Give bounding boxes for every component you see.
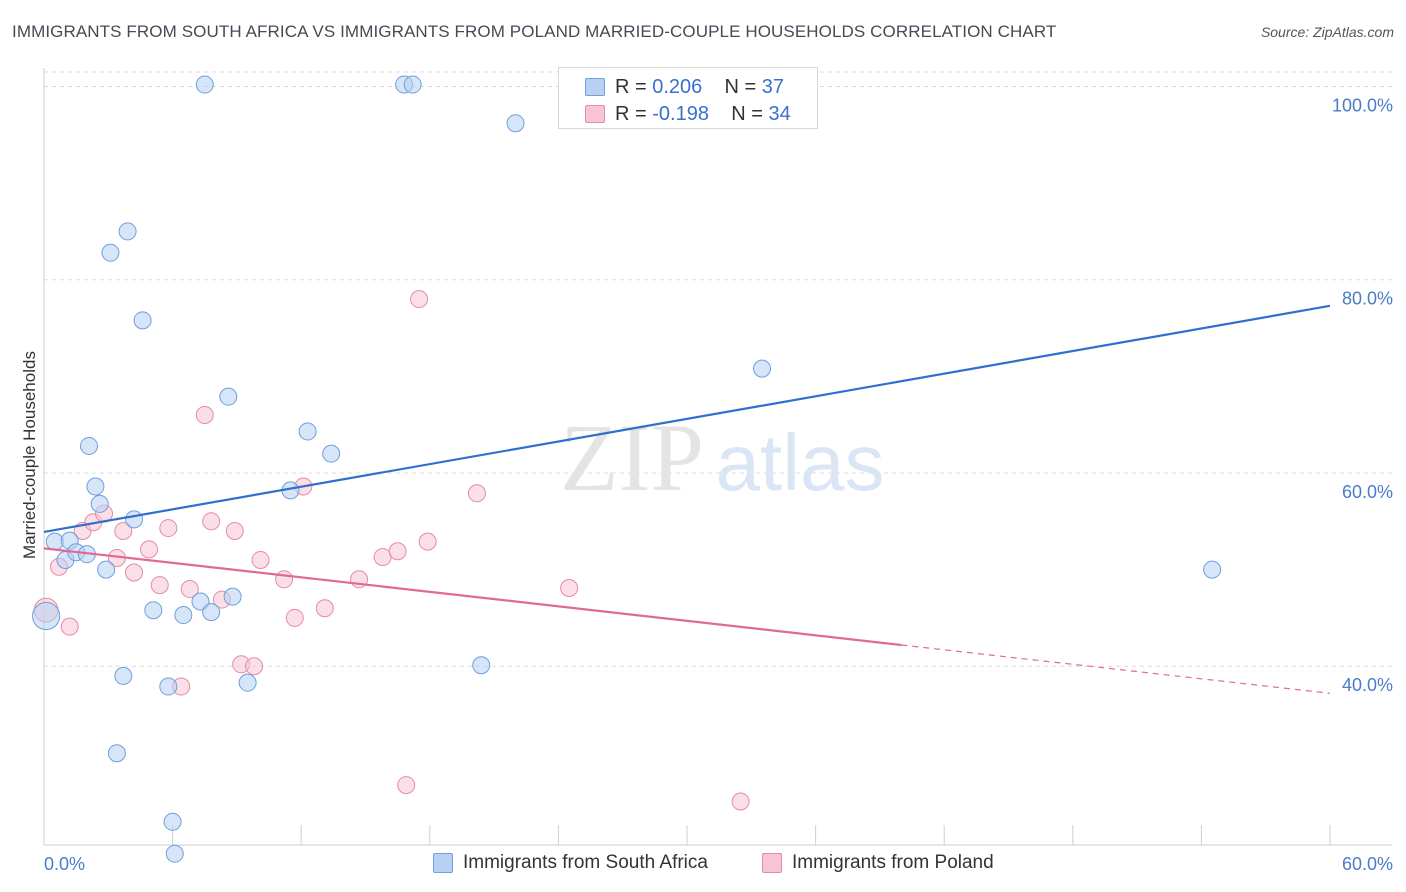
south-africa-point <box>238 673 257 692</box>
poland-point <box>285 608 304 627</box>
poland-point <box>60 617 79 636</box>
poland-point <box>140 540 159 559</box>
south-africa-point <box>86 477 105 496</box>
grid-lines <box>44 71 1392 667</box>
poland-point <box>202 512 221 531</box>
poland-point <box>275 570 294 589</box>
legend-swatch-poland <box>585 105 605 123</box>
south-africa-point <box>32 601 61 631</box>
poland-point <box>418 532 437 551</box>
south-africa-point <box>1203 560 1222 579</box>
poland-point <box>467 484 486 503</box>
poland-trend-line <box>43 547 902 647</box>
legend-n-value: 34 <box>768 103 791 125</box>
bottom-legend-label-south-africa: Immigrants from South Africa <box>463 852 708 873</box>
legend-r-label: R = <box>615 103 647 125</box>
bottom-legend-swatch-south-africa <box>433 853 453 873</box>
south-africa-point <box>125 510 144 529</box>
poland-point <box>114 521 133 540</box>
x-tick-labels: 0.0% 60.0% <box>44 854 1393 874</box>
south-africa-point <box>472 656 491 675</box>
legend-r-label: R = <box>615 76 647 98</box>
poland-point <box>560 578 579 597</box>
south-africa-point <box>195 75 214 94</box>
south-africa-point <box>107 744 126 763</box>
south-africa-point <box>159 677 178 696</box>
south-africa-point <box>298 422 317 441</box>
source-label: Source: ZipAtlas.com <box>1260 24 1394 40</box>
south-africa-point <box>753 359 772 378</box>
south-africa-trend-line <box>43 304 1331 534</box>
south-africa-point <box>506 114 525 133</box>
south-africa-point <box>223 587 242 606</box>
south-africa-point <box>403 75 422 94</box>
south-africa-point <box>101 243 120 262</box>
poland-point <box>245 657 264 676</box>
axes <box>43 68 1392 846</box>
poland-point <box>150 576 169 595</box>
poland-point <box>731 792 750 811</box>
legend-swatch-south-africa <box>585 78 605 96</box>
south-africa-point <box>174 606 193 625</box>
bottom-legend-swatch-poland <box>762 853 782 873</box>
poland-point <box>125 563 144 582</box>
watermark: ZIP atlas <box>560 404 884 511</box>
south-africa-point <box>118 222 137 241</box>
chart-title: IMMIGRANTS FROM SOUTH AFRICA VS IMMIGRAN… <box>12 22 1057 41</box>
south-africa-point <box>219 387 238 406</box>
legend-n-label: N = <box>731 103 763 125</box>
south-africa-point <box>202 603 221 622</box>
x-tick-label: 0.0% <box>44 854 85 874</box>
x-tick-label: 60.0% <box>1342 854 1393 874</box>
poland-point <box>180 579 199 598</box>
south-africa-point <box>165 844 184 863</box>
y-tick-label: 60.0% <box>1342 482 1393 502</box>
south-africa-point <box>114 666 133 685</box>
poland-point <box>159 519 178 538</box>
south-africa-point <box>90 494 109 513</box>
south-africa-point <box>80 436 99 455</box>
y-tick-label: 80.0% <box>1342 289 1393 309</box>
trend-lines <box>43 304 1331 694</box>
y-tick-label: 100.0% <box>1332 95 1393 115</box>
south-africa-point <box>144 601 163 620</box>
y-tick-labels: 40.0% 60.0% 80.0% 100.0% <box>1332 95 1393 695</box>
south-africa-point <box>322 444 341 463</box>
poland-trend-line-extension <box>901 644 1331 694</box>
poland-point <box>225 521 244 540</box>
watermark-zip: ZIP <box>560 404 704 511</box>
poland-point <box>410 290 429 309</box>
poland-point <box>251 550 270 569</box>
correlation-legend: R = 0.206 N = 37 R = -0.198 N = 34 <box>558 67 818 129</box>
south-africa-points <box>32 75 1222 863</box>
poland-point <box>373 548 392 567</box>
south-africa-point <box>163 812 182 831</box>
south-africa-point <box>97 560 116 579</box>
poland-point <box>315 599 334 618</box>
south-africa-point <box>191 592 210 611</box>
legend-r-value: 0.206 <box>652 76 703 98</box>
legend-n-label: N = <box>724 76 757 98</box>
legend-r-value: -0.198 <box>652 103 709 125</box>
bottom-legend-label-poland: Immigrants from Poland <box>792 852 994 873</box>
poland-point <box>397 776 416 795</box>
south-africa-point <box>133 311 152 330</box>
y-tick-label: 40.0% <box>1342 675 1393 695</box>
south-africa-point <box>45 532 64 551</box>
poland-points <box>33 290 750 811</box>
poland-point <box>195 406 214 425</box>
poland-point <box>388 542 407 561</box>
legend-n-value: 37 <box>761 76 785 98</box>
watermark-atlas: atlas <box>716 418 885 507</box>
